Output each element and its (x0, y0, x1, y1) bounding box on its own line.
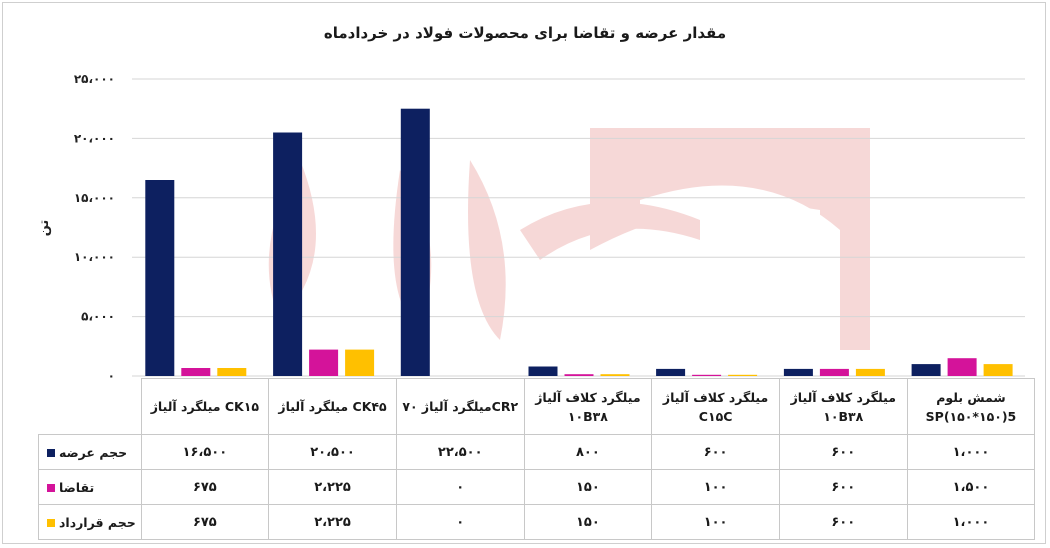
bar-supply (528, 366, 558, 376)
data-label: ۰ (395, 469, 525, 505)
data-label: ۲۲،۵۰۰ (395, 434, 525, 470)
bars-group (145, 108, 1013, 376)
y-tick-label: ۵،۰۰۰ (81, 310, 115, 324)
y-tick-label: ۱۰،۰۰۰ (74, 250, 115, 264)
legend-label: تقاضا (59, 479, 95, 495)
category-label-line: SP(۱۵۰*۱۵۰)5 (925, 408, 1017, 424)
data-label: ۲،۲۲۵ (268, 504, 397, 540)
data-label: ۶۰۰ (651, 434, 780, 470)
bar-demand (181, 368, 211, 376)
category-label-line: CK۱۵ میلگرد آلیاژ (150, 399, 259, 414)
table-row: تقاضا ۶۷۵ ۲،۲۲۵ ۰ ۱۵۰ ۱۰۰ ۶۰۰ ۱،۵۰۰ (38, 469, 1036, 505)
y-tick-label: ۱۵،۰۰۰ (74, 191, 115, 205)
category-label-line: ۱۰B۳۸ (567, 408, 608, 424)
legend-swatch (47, 449, 55, 457)
y-tick-label: ۲۰،۰۰۰ (74, 131, 115, 145)
bar-contract (983, 364, 1013, 376)
legend-entry: حجم عرضه (38, 434, 142, 470)
category-label: CR۲میلگرد آلیاژ ۷۰ (395, 378, 525, 435)
category-label-line: میلگرد کلاف آلیاژ (535, 389, 641, 405)
table-row: حجم قرارداد ۶۷۵ ۲،۲۲۵ ۰ ۱۵۰ ۱۰۰ ۶۰۰ ۱،۰۰۰ (38, 504, 1036, 540)
data-label: ۱۰۰ (651, 504, 780, 540)
category-label: CK۱۵ میلگرد آلیاژ (140, 378, 270, 435)
data-label: ۶۰۰ (778, 504, 908, 540)
category-label: میلگرد کلاف آلیاژ ۱۰B۳۸ (778, 378, 908, 435)
category-label-line: CK۴۵ میلگرد آلیاژ (278, 399, 387, 414)
data-label: ۱۶،۵۰۰ (140, 434, 270, 470)
category-label-line: میلگرد کلاف آلیاژ (662, 389, 769, 405)
bar-contract (345, 349, 375, 376)
legend-label: حجم عرضه (59, 444, 128, 460)
bar-contract (217, 368, 247, 376)
bar-demand (564, 374, 594, 376)
category-label-line: میلگرد کلاف آلیاژ (790, 389, 896, 405)
data-label: ۶۰۰ (778, 434, 908, 470)
table-corner (38, 378, 142, 435)
chart-title: مقدار عرضه و تقاضا برای محصولات فولاد در… (323, 24, 727, 42)
category-label: CK۴۵ میلگرد آلیاژ (268, 378, 397, 435)
data-label: ۲۰،۵۰۰ (268, 434, 397, 470)
table-row: حجم عرضه ۱۶،۵۰۰ ۲۰،۵۰۰ ۲۲،۵۰۰ ۸۰۰ ۶۰۰ ۶۰۰ ۱،۰۰۰ (38, 434, 1036, 470)
data-label: ۰ (395, 504, 525, 540)
data-label: ۱۰۰ (651, 469, 780, 505)
y-tick-label: ۲۵،۰۰۰ (74, 72, 115, 86)
data-label: ۱۵۰ (523, 504, 653, 540)
bar-demand (692, 374, 722, 376)
category-label-line: ۱۰B۳۸ (823, 408, 864, 424)
legend-swatch (47, 519, 55, 527)
data-label: ۸۰۰ (523, 434, 653, 470)
bar-demand (819, 368, 849, 376)
legend-swatch (47, 484, 55, 492)
data-label: ۱،۰۰۰ (906, 504, 1036, 540)
bar-supply (400, 108, 430, 376)
data-label: ۱،۵۰۰ (906, 469, 1036, 505)
category-row: CK۱۵ میلگرد آلیاژ CK۴۵ میلگرد آلیاژ CR۲میل… (38, 378, 1036, 435)
bar-demand (947, 358, 977, 376)
data-label: ۶۷۵ (140, 504, 270, 540)
bar-supply (911, 364, 941, 376)
y-tick-label: ۰ (108, 369, 115, 383)
data-label: ۶۰۰ (778, 469, 908, 505)
legend-label: حجم قرارداد (59, 514, 136, 530)
category-label: میلگرد کلاف آلیاژ C۱۵C (651, 378, 780, 435)
bar-contract (855, 368, 885, 376)
bar-contract (728, 374, 758, 376)
bar-supply (273, 132, 303, 376)
bar-supply (656, 368, 686, 376)
category-label-line: C۱۵C (698, 408, 733, 424)
data-label: ۱،۰۰۰ (906, 434, 1036, 470)
category-label-line: شمش بلوم (936, 389, 1006, 405)
y-axis-label: تن (37, 220, 52, 237)
data-label: ۲،۲۲۵ (268, 469, 397, 505)
category-label: شمش بلوم SP(۱۵۰*۱۵۰)5 (906, 378, 1036, 435)
data-table: CK۱۵ میلگرد آلیاژ CK۴۵ میلگرد آلیاژ CR۲میل… (38, 378, 1036, 540)
bar-contract (600, 374, 630, 376)
bar-supply (145, 180, 175, 376)
category-label: میلگرد کلاف آلیاژ ۱۰B۳۸ (523, 378, 653, 435)
data-label: ۱۵۰ (523, 469, 653, 505)
bar-demand (309, 349, 339, 376)
y-axis: ۰ ۵،۰۰۰ ۱۰،۰۰۰ ۱۵،۰۰۰ ۲۰،۰۰۰ ۲۵،۰۰۰ (74, 72, 115, 383)
bar-supply (783, 368, 813, 376)
data-label: ۶۷۵ (140, 469, 270, 505)
legend-entry: حجم قرارداد (38, 504, 142, 540)
category-label-line: CR۲میلگرد آلیاژ ۷۰ (402, 399, 519, 414)
legend-entry: تقاضا (38, 469, 142, 505)
